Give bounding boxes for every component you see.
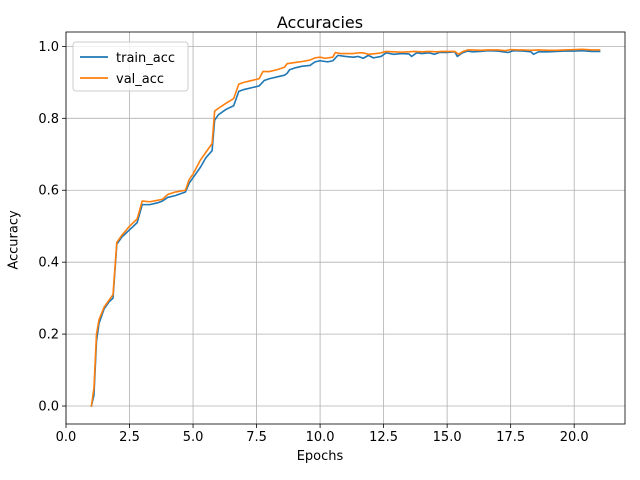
x-axis-ticks: 0.0 2.5 5.0 7.5 10.0 12.5 15.0 17.5 20.0	[56, 424, 589, 445]
series-line-val-acc	[90, 48, 601, 407]
x-tick-label: 20.0	[560, 430, 589, 445]
y-tick-label: 0.8	[38, 112, 59, 127]
series-lines	[90, 48, 601, 407]
y-tick-label: 0.6	[38, 184, 59, 199]
legend-label-val-acc: val_acc	[116, 72, 164, 87]
axes-frame	[65, 31, 626, 425]
x-tick-label: 15.0	[433, 430, 462, 445]
y-tick-label: 1.0	[38, 40, 59, 55]
x-tick-label: 12.5	[369, 430, 398, 445]
x-tick-label: 7.5	[246, 430, 267, 445]
x-tick-label: 0.0	[56, 430, 77, 445]
y-axis-ticks: 0.0 0.2 0.4 0.6 0.8 1.0	[38, 40, 66, 415]
x-tick-label: 10.0	[306, 430, 335, 445]
y-tick-label: 0.0	[38, 400, 59, 415]
x-tick-label: 5.0	[183, 430, 204, 445]
legend-label-train-acc: train_acc	[116, 51, 175, 66]
x-axis-label: Epochs	[296, 449, 344, 464]
x-tick-label: 2.5	[119, 430, 140, 445]
x-tick-label: 17.5	[496, 430, 525, 445]
y-tick-label: 0.4	[38, 256, 59, 271]
legend: train_acc val_acc	[72, 41, 189, 92]
y-tick-label: 0.2	[38, 328, 59, 343]
series-line-train-acc	[90, 49, 601, 407]
chart-title: Accuracies	[276, 13, 364, 32]
